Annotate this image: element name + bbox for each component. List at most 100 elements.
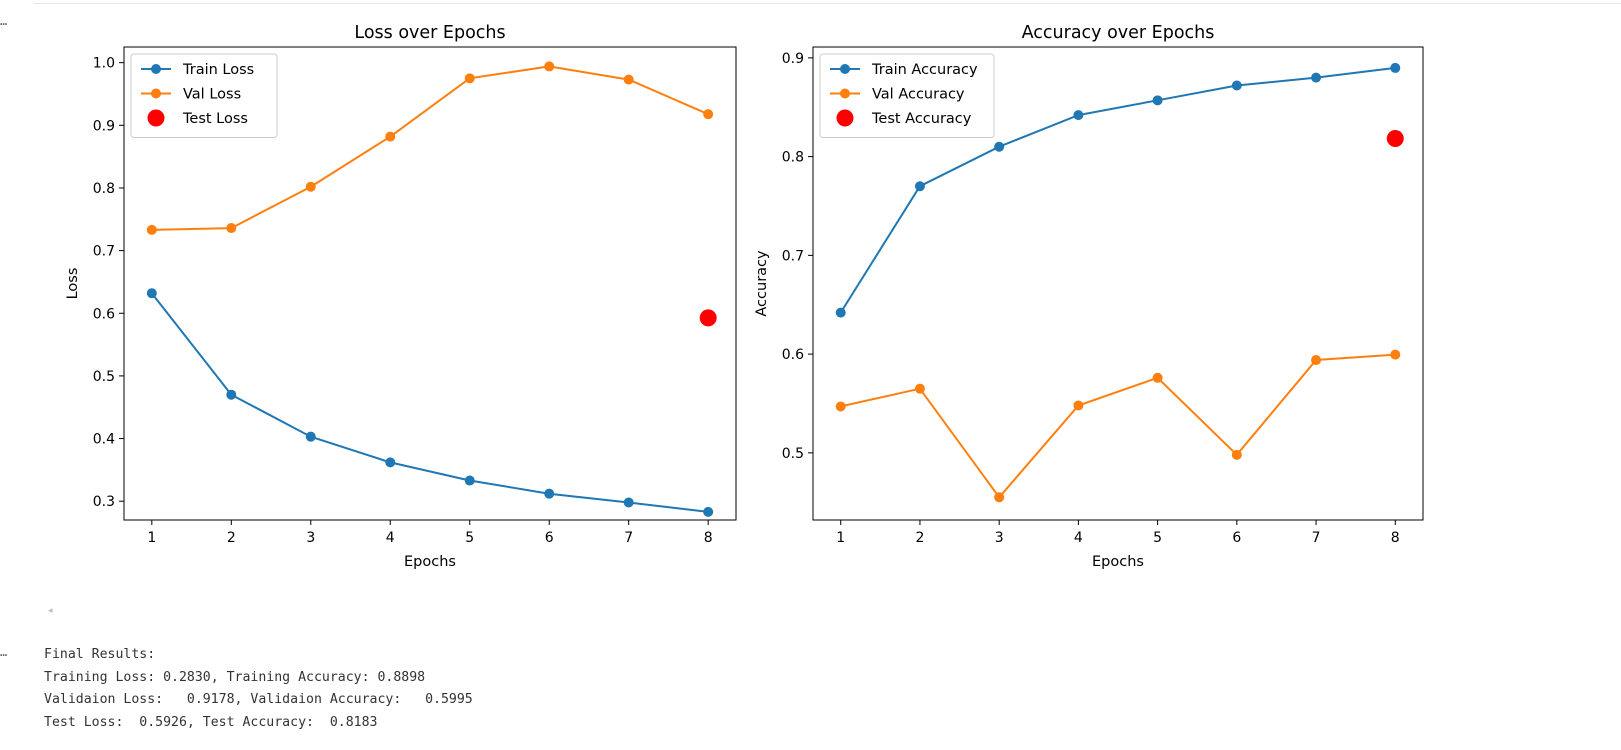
train-loss-point [385, 457, 396, 468]
x-tick-label: 5 [1153, 530, 1162, 546]
val-accuracy-point [835, 401, 846, 412]
accuracy-chart: Accuracy over Epochs 1 2 3 4 5 6 7 8 0.5 0.6 0.7 0.8… [754, 23, 1424, 570]
train-accuracy-point [835, 307, 846, 318]
train-accuracy-point [1152, 95, 1163, 106]
train-loss-point [464, 475, 475, 486]
train-loss-point [146, 288, 157, 299]
x-axis-label: Epochs [404, 554, 456, 570]
legend-box [819, 53, 995, 138]
y-tick-label: 0.5 [93, 369, 115, 385]
train-accuracy-point [994, 141, 1005, 152]
val-loss-point [305, 181, 316, 192]
x-axis-label: Epochs [1092, 554, 1144, 570]
y-axis-label: Accuracy [754, 250, 770, 317]
train-accuracy-point [1390, 62, 1401, 73]
x-tick-label: 3 [306, 530, 315, 546]
val-loss-point [385, 131, 396, 142]
legend-label-train-accuracy: Train Accuracy [871, 62, 978, 78]
legend-label-val-loss: Val Loss [183, 87, 241, 103]
x-tick-label: 6 [1232, 530, 1241, 546]
val-loss-point [623, 74, 634, 85]
output-prompt[interactable]: … [0, 645, 8, 659]
cell-divider [34, 3, 1621, 4]
results-line: Test Loss: 0.5926, Test Accuracy: 0.8183 [44, 714, 378, 730]
plot-frame [812, 46, 1424, 521]
val-accuracy-point [994, 492, 1005, 503]
train-accuracy-point [914, 181, 925, 192]
val-accuracy-point [1152, 372, 1163, 383]
y-tick-label: 0.7 [782, 248, 804, 264]
train-loss-point [226, 389, 237, 400]
val-accuracy-point [1390, 349, 1401, 360]
test-accuracy-point [1386, 130, 1404, 148]
results-line: Final Results: [44, 647, 156, 662]
chart-title: Loss over Epochs [354, 23, 505, 43]
val-loss-point [226, 223, 237, 234]
y-tick-label: 0.9 [782, 51, 804, 67]
val-loss-point [464, 73, 475, 84]
y-tick-label: 0.3 [93, 494, 115, 510]
figure: Loss over Epochs 1 2 3 4 5 6 7 8 0.3 0.4 0.5 0.6 0.7 0… [65, 23, 1424, 570]
legend-box [130, 53, 278, 138]
x-tick-label: 2 [227, 530, 236, 546]
results-line: Validaion Loss: 0.9178, Validaion Accura… [44, 692, 473, 707]
val-loss-line [151, 65, 709, 231]
output-prompt[interactable]: … [0, 14, 8, 28]
y-tick-label: 0.8 [93, 181, 115, 197]
y-tick-label: 0.7 [93, 244, 115, 260]
y-tick-label: 0.6 [93, 306, 115, 322]
results-line: Training Loss: 0.2830, Training Accuracy… [44, 669, 426, 685]
legend-marker-train-loss [151, 64, 161, 74]
val-accuracy-point [1311, 355, 1322, 366]
train-loss-point [544, 488, 555, 499]
x-tick-label: 4 [386, 530, 395, 546]
train-loss-line [151, 292, 709, 513]
train-accuracy-point [1231, 80, 1242, 91]
val-accuracy-point [1231, 449, 1242, 460]
x-tick-label: 7 [624, 530, 633, 546]
x-tick-label: 7 [1312, 530, 1321, 546]
scroll-left-icon[interactable]: ◂ [48, 606, 53, 616]
plot-frame [123, 46, 737, 521]
x-tick-label: 3 [995, 530, 1004, 546]
x-tick-label: 5 [465, 530, 474, 546]
x-tick-label: 2 [915, 530, 924, 546]
y-tick-label: 0.8 [782, 150, 804, 166]
y-tick-label: 0.9 [93, 118, 115, 134]
legend-marker-test-accuracy [836, 109, 854, 127]
results-output: Final Results: Training Loss: 0.2830, Tr… [44, 644, 473, 734]
x-tick-label: 6 [545, 530, 554, 546]
x-tick-label: 1 [147, 530, 156, 546]
val-accuracy-point [1073, 400, 1084, 411]
val-loss-point [544, 61, 555, 72]
x-tick-label: 8 [1391, 530, 1400, 546]
train-accuracy-point [1311, 72, 1322, 83]
legend-label-test-loss: Test Loss [182, 111, 248, 127]
y-tick-label: 0.6 [782, 347, 804, 363]
x-tick-label: 4 [1074, 530, 1083, 546]
legend-marker-val-loss [151, 88, 161, 99]
legend-label-val-accuracy: Val Accuracy [872, 87, 965, 103]
chart-title: Accuracy over Epochs [1022, 23, 1215, 43]
val-loss-point [146, 224, 157, 235]
val-loss-point [703, 109, 714, 120]
legend-marker-train-accuracy [840, 64, 850, 74]
train-loss-point [305, 431, 316, 442]
loss-chart: Loss over Epochs 1 2 3 4 5 6 7 8 0.3 0.4 0.5 0.6 0.7 0… [65, 23, 737, 570]
train-accuracy-point [1073, 110, 1084, 121]
val-accuracy-line [840, 353, 1396, 499]
y-tick-label: 0.4 [93, 432, 115, 448]
train-loss-point [703, 506, 714, 517]
legend-label-train-loss: Train Loss [182, 62, 254, 78]
val-accuracy-point [914, 383, 925, 394]
legend-label-test-accuracy: Test Accuracy [871, 111, 972, 127]
train-loss-point [623, 497, 634, 508]
train-accuracy-line [839, 66, 1396, 314]
y-axis-label: Loss [65, 268, 81, 300]
x-tick-label: 8 [704, 530, 713, 546]
legend-marker-test-loss [147, 109, 165, 127]
x-tick-label: 1 [836, 530, 845, 546]
y-tick-label: 1.0 [93, 56, 115, 72]
legend-marker-val-accuracy [840, 88, 850, 99]
y-tick-label: 0.5 [782, 446, 804, 462]
